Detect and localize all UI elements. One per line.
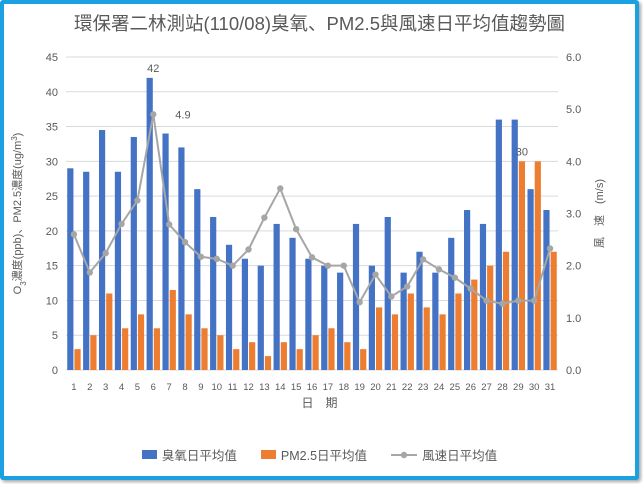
svg-text:8: 8 bbox=[182, 382, 187, 393]
svg-text:10: 10 bbox=[211, 382, 222, 393]
svg-text:6.0: 6.0 bbox=[566, 52, 581, 64]
svg-text:2.0: 2.0 bbox=[566, 261, 581, 273]
svg-text:O3濃度(ppb)、PM2.5濃度(ug/m3): O3濃度(ppb)、PM2.5濃度(ug/m3) bbox=[10, 133, 28, 295]
svg-text:28: 28 bbox=[497, 382, 508, 393]
svg-text:7: 7 bbox=[167, 382, 172, 393]
svg-text:19: 19 bbox=[354, 382, 365, 393]
svg-text:45: 45 bbox=[46, 52, 58, 64]
svg-text:20: 20 bbox=[46, 226, 58, 238]
svg-text:5: 5 bbox=[135, 382, 140, 393]
svg-text:3: 3 bbox=[103, 382, 108, 393]
svg-text:5.0: 5.0 bbox=[566, 104, 581, 116]
svg-text:29: 29 bbox=[513, 382, 524, 393]
svg-text:23: 23 bbox=[418, 382, 429, 393]
svg-text:10: 10 bbox=[46, 295, 58, 307]
svg-text:30: 30 bbox=[516, 146, 528, 158]
svg-text:17: 17 bbox=[323, 382, 334, 393]
svg-text:30: 30 bbox=[529, 382, 540, 393]
svg-text:21: 21 bbox=[386, 382, 397, 393]
svg-text:35: 35 bbox=[46, 122, 58, 134]
svg-text:25: 25 bbox=[46, 191, 58, 203]
svg-text:4: 4 bbox=[119, 382, 124, 393]
svg-text:26: 26 bbox=[465, 382, 476, 393]
svg-text:3.0: 3.0 bbox=[566, 209, 581, 221]
svg-text:15: 15 bbox=[46, 261, 58, 273]
svg-text:4.0: 4.0 bbox=[566, 156, 581, 168]
svg-text:40: 40 bbox=[46, 87, 58, 99]
svg-text:11: 11 bbox=[228, 382, 238, 393]
svg-text:25: 25 bbox=[450, 382, 461, 393]
svg-text:9: 9 bbox=[198, 382, 203, 393]
svg-text:5: 5 bbox=[52, 330, 58, 342]
svg-text:16: 16 bbox=[307, 382, 318, 393]
svg-text:42: 42 bbox=[147, 63, 159, 75]
svg-text:6: 6 bbox=[151, 382, 156, 393]
svg-text:2: 2 bbox=[87, 382, 92, 393]
svg-text:12: 12 bbox=[243, 382, 254, 393]
svg-text:24: 24 bbox=[434, 382, 445, 393]
svg-text:20: 20 bbox=[370, 382, 381, 393]
svg-text:0: 0 bbox=[52, 365, 58, 377]
svg-text:風 速 (m/s): 風 速 (m/s) bbox=[593, 179, 606, 248]
svg-text:1: 1 bbox=[71, 382, 76, 393]
svg-text:30: 30 bbox=[46, 156, 58, 168]
svg-text:27: 27 bbox=[481, 382, 492, 393]
svg-text:1.0: 1.0 bbox=[566, 313, 581, 325]
svg-text:18: 18 bbox=[338, 382, 349, 393]
svg-text:22: 22 bbox=[402, 382, 413, 393]
svg-text:0.0: 0.0 bbox=[566, 365, 581, 377]
svg-text:4.9: 4.9 bbox=[175, 109, 190, 121]
svg-text:15: 15 bbox=[291, 382, 302, 393]
svg-text:14: 14 bbox=[275, 382, 286, 393]
svg-text:31: 31 bbox=[545, 382, 556, 393]
svg-text:13: 13 bbox=[259, 382, 270, 393]
